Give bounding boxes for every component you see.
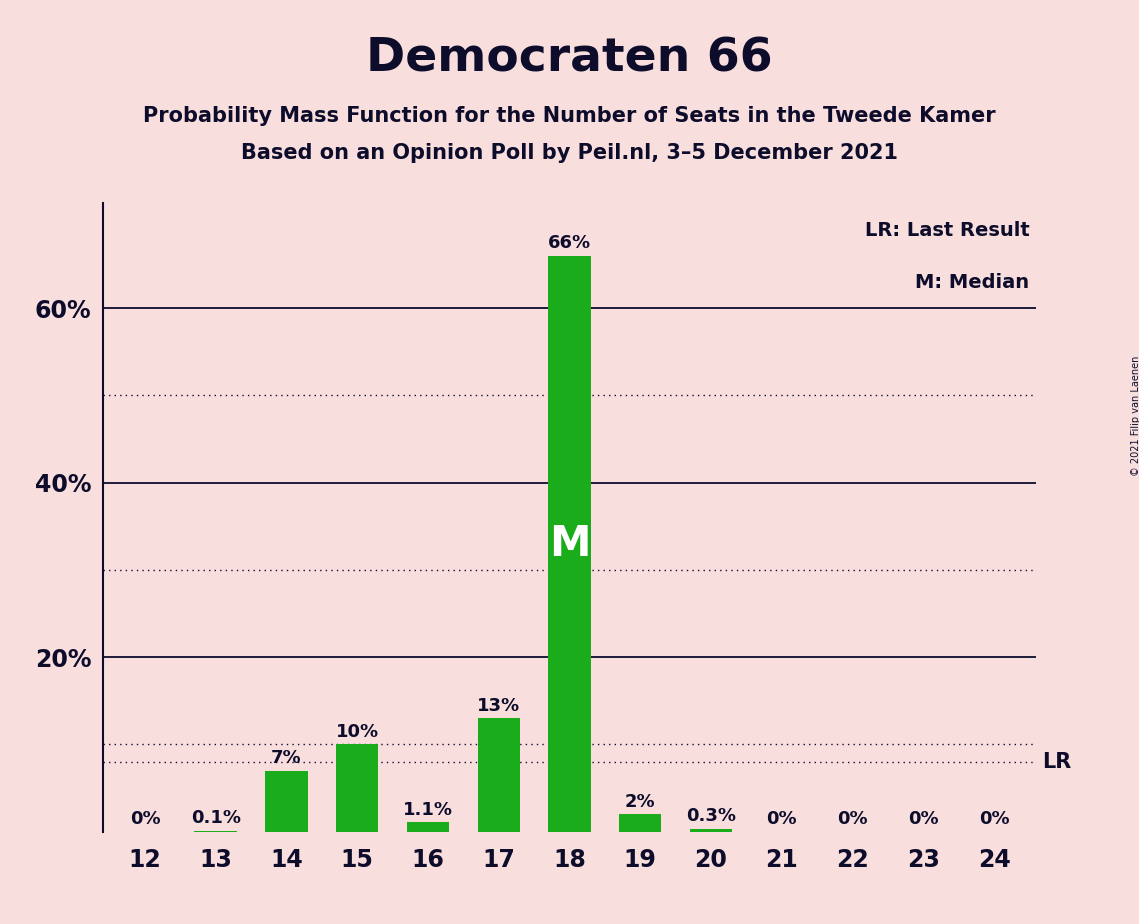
Text: M: M [549, 523, 590, 565]
Text: 0.1%: 0.1% [190, 809, 240, 827]
Text: 0%: 0% [978, 810, 1009, 828]
Text: 0%: 0% [130, 810, 161, 828]
Text: 0%: 0% [837, 810, 868, 828]
Text: © 2021 Filip van Laenen: © 2021 Filip van Laenen [1131, 356, 1139, 476]
Bar [407, 822, 449, 832]
Text: 0%: 0% [767, 810, 797, 828]
Text: M: Median: M: Median [916, 274, 1030, 292]
Text: 0%: 0% [908, 810, 939, 828]
Text: Based on an Opinion Poll by Peil.nl, 3–5 December 2021: Based on an Opinion Poll by Peil.nl, 3–5… [241, 143, 898, 164]
Text: 0.3%: 0.3% [686, 808, 736, 825]
Text: 10%: 10% [336, 723, 379, 741]
Text: LR: Last Result: LR: Last Result [865, 221, 1030, 239]
Text: 1.1%: 1.1% [403, 800, 453, 819]
Text: 13%: 13% [477, 697, 521, 714]
Bar [548, 256, 591, 832]
Bar [265, 771, 308, 832]
Text: 66%: 66% [548, 234, 591, 252]
Bar [690, 829, 732, 832]
Bar [336, 745, 378, 832]
Text: Probability Mass Function for the Number of Seats in the Tweede Kamer: Probability Mass Function for the Number… [144, 106, 995, 127]
Text: LR: LR [1042, 752, 1072, 772]
Bar [618, 814, 662, 832]
Text: 2%: 2% [625, 793, 656, 810]
Text: Democraten 66: Democraten 66 [366, 37, 773, 82]
Text: 7%: 7% [271, 749, 302, 767]
Bar [477, 718, 521, 832]
